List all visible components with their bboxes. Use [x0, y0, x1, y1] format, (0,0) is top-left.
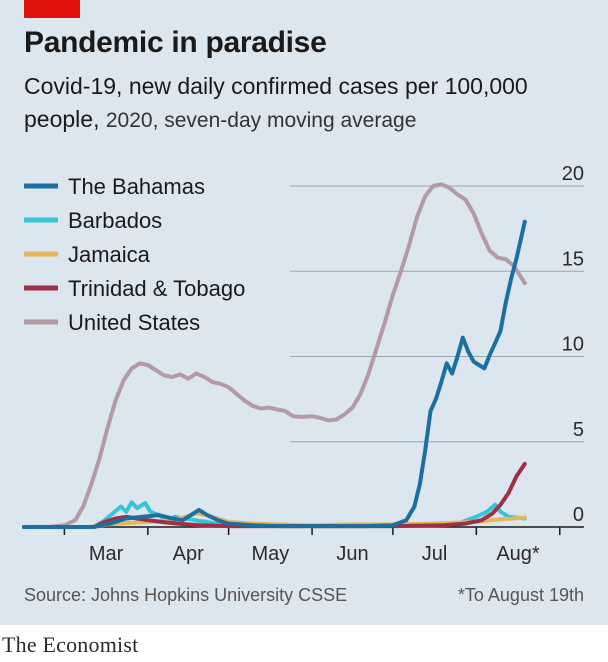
gridlines: [290, 185, 584, 443]
y-tick-label-20: 20: [562, 163, 584, 185]
x-tick-label-Jun: Jun: [336, 543, 368, 565]
x-tick-label-Jul: Jul: [422, 543, 448, 565]
line-chart: 0 5 10 15 20 Mar Apr May Jun Jul Aug* The Bahamas…: [22, 163, 584, 565]
x-tick-label-May: May: [251, 543, 289, 565]
legend-label-jamaica: Jamaica: [68, 242, 151, 267]
subtitle-main: Covid-19, new daily confirmed cases per …: [24, 73, 528, 132]
series-lines: [22, 182, 527, 529]
source-note: Source: Johns Hopkins University CSSE: [24, 585, 348, 605]
legend-label-united-states: United States: [68, 310, 200, 335]
series-line-barbados: [22, 500, 527, 529]
y-axis-tick-labels: 0 5 10 15 20: [562, 163, 584, 526]
brand-red-tag: [24, 0, 80, 18]
legend: The Bahamas Barbados Jamaica Trinidad & Tob…: [24, 174, 245, 335]
x-axis: Mar Apr May Jun Jul Aug*: [24, 526, 584, 565]
x-tick-label-Mar: Mar: [89, 543, 124, 565]
legend-label-trinidad-tobago: Trinidad & Tobago: [68, 276, 245, 301]
y-tick-label-15: 15: [562, 248, 584, 270]
legend-label-the-bahamas: The Bahamas: [68, 174, 205, 199]
subtitle-rest: 2020, seven-day moving average: [105, 109, 417, 132]
y-tick-label-10: 10: [562, 334, 584, 356]
series-line-the-bahamas: [22, 219, 527, 529]
legend-label-barbados: Barbados: [68, 208, 162, 233]
brand-logo-text: The Economist: [2, 632, 139, 657]
chart-subtitle: Covid-19, new daily confirmed cases per …: [24, 70, 584, 137]
x-tick-label-Apr: Apr: [173, 543, 204, 565]
footnote: *To August 19th: [457, 585, 584, 605]
y-tick-label-5: 5: [573, 419, 584, 441]
series-line-united-states: [22, 182, 527, 529]
series-line-trinidad-tobago: [22, 461, 527, 529]
y-tick-label-0: 0: [573, 504, 584, 526]
chart-title: Pandemic in paradise: [24, 26, 327, 59]
x-tick-label-Aug*: Aug*: [496, 543, 540, 565]
